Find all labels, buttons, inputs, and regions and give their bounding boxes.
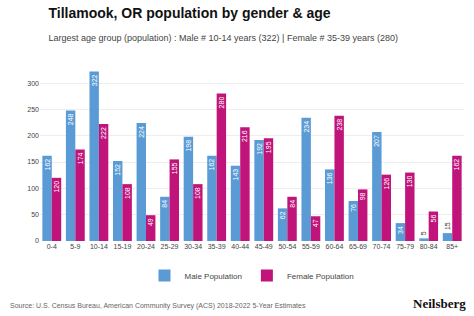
svg-text:108: 108 — [124, 187, 131, 199]
svg-text:207: 207 — [373, 135, 380, 147]
svg-text:322: 322 — [91, 74, 98, 86]
svg-text:126: 126 — [383, 178, 390, 190]
svg-text:62: 62 — [279, 211, 286, 219]
svg-text:120: 120 — [53, 181, 60, 193]
svg-text:50-54: 50-54 — [278, 243, 296, 250]
svg-text:Neilsberg: Neilsberg — [413, 296, 466, 311]
svg-text:10-14: 10-14 — [90, 243, 108, 250]
svg-text:5-9: 5-9 — [70, 243, 80, 250]
svg-text:34: 34 — [397, 226, 404, 234]
svg-text:55-59: 55-59 — [302, 243, 320, 250]
svg-text:70-74: 70-74 — [373, 243, 391, 250]
svg-text:136: 136 — [326, 172, 333, 184]
svg-text:162: 162 — [453, 159, 460, 171]
svg-text:280: 280 — [218, 97, 225, 109]
svg-text:250: 250 — [27, 106, 39, 113]
svg-text:85+: 85+ — [446, 243, 458, 250]
svg-text:162: 162 — [44, 159, 51, 171]
svg-text:152: 152 — [114, 164, 121, 176]
svg-text:60-64: 60-64 — [325, 243, 343, 250]
svg-text:198: 198 — [185, 140, 192, 152]
svg-text:75-79: 75-79 — [396, 243, 414, 250]
svg-text:248: 248 — [67, 113, 74, 125]
svg-text:84: 84 — [161, 200, 168, 208]
svg-text:Tillamook, OR population by ge: Tillamook, OR population by gender & age — [48, 5, 330, 21]
svg-text:174: 174 — [77, 152, 84, 164]
svg-text:30-34: 30-34 — [184, 243, 202, 250]
svg-text:150: 150 — [27, 158, 39, 165]
svg-text:162: 162 — [208, 159, 215, 171]
svg-text:100: 100 — [27, 185, 39, 192]
svg-text:Source: U.S. Census Bureau, Am: Source: U.S. Census Bureau, American Com… — [10, 302, 306, 310]
svg-text:76: 76 — [350, 204, 357, 212]
svg-text:25-29: 25-29 — [161, 243, 179, 250]
svg-text:216: 216 — [241, 130, 248, 142]
svg-text:80-84: 80-84 — [420, 243, 438, 250]
svg-text:5: 5 — [420, 231, 427, 235]
svg-text:234: 234 — [303, 121, 310, 133]
svg-text:35-39: 35-39 — [208, 243, 226, 250]
svg-text:195: 195 — [265, 141, 272, 153]
svg-text:108: 108 — [194, 187, 201, 199]
svg-text:0: 0 — [35, 237, 39, 244]
svg-text:224: 224 — [138, 126, 145, 138]
svg-text:238: 238 — [336, 119, 343, 131]
svg-text:47: 47 — [312, 219, 319, 227]
svg-text:15: 15 — [444, 222, 451, 230]
svg-text:40-44: 40-44 — [231, 243, 249, 250]
svg-text:143: 143 — [232, 169, 239, 181]
svg-text:65-69: 65-69 — [349, 243, 367, 250]
svg-text:50: 50 — [31, 211, 39, 218]
svg-text:20-24: 20-24 — [137, 243, 155, 250]
svg-text:155: 155 — [171, 162, 178, 174]
svg-text:192: 192 — [256, 143, 263, 155]
svg-text:Male Population: Male Population — [185, 272, 242, 281]
svg-text:0-4: 0-4 — [47, 243, 57, 250]
svg-text:Largest age group (population): Largest age group (population) : Male # … — [48, 33, 398, 43]
svg-text:56: 56 — [430, 215, 437, 223]
svg-text:84: 84 — [289, 200, 296, 208]
svg-text:Female Population: Female Population — [287, 272, 354, 281]
svg-text:98: 98 — [359, 192, 366, 200]
svg-text:130: 130 — [406, 176, 413, 188]
svg-text:200: 200 — [27, 132, 39, 139]
svg-text:45-49: 45-49 — [255, 243, 273, 250]
svg-text:15-19: 15-19 — [113, 243, 131, 250]
svg-text:300: 300 — [27, 80, 39, 87]
svg-text:222: 222 — [100, 127, 107, 139]
svg-text:49: 49 — [147, 218, 154, 226]
